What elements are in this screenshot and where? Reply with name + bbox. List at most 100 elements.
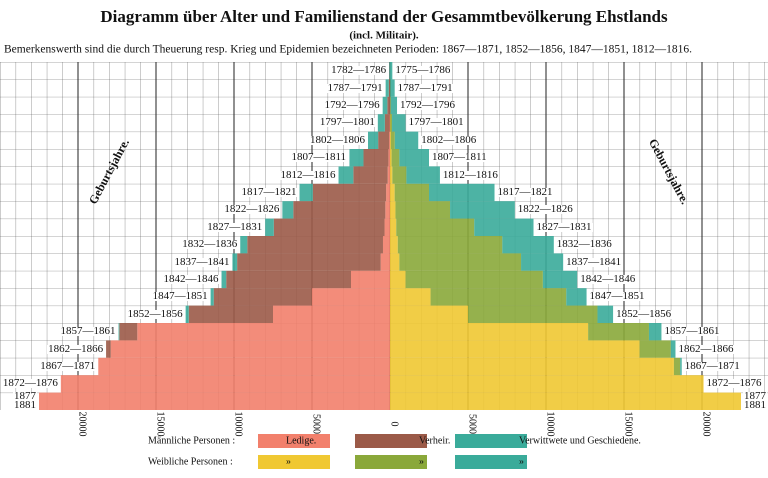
- bar-segment: [399, 149, 429, 167]
- bar-segment: [237, 253, 381, 271]
- bar-segment: [468, 305, 598, 323]
- row-label: 1787—1791: [396, 81, 454, 94]
- bar-segment: [221, 270, 227, 289]
- bar-segment: [213, 288, 312, 306]
- bar-segment: [389, 131, 390, 149]
- bar-segment: [299, 183, 313, 202]
- bar-segment: [399, 253, 522, 271]
- bar-segment: [390, 166, 393, 184]
- legend-label: Ledige.: [286, 435, 316, 446]
- bar-segment: [39, 392, 390, 410]
- bar-segment: [474, 218, 534, 236]
- bar-segment: [390, 357, 674, 376]
- bar-segment: [368, 131, 379, 149]
- legend-label: »: [519, 456, 524, 467]
- bar-segment: [265, 218, 274, 236]
- bar-segment: [210, 288, 214, 306]
- row-label: 1842—1846: [162, 273, 220, 285]
- bar-segment: [363, 149, 389, 167]
- bar-segment: [353, 166, 388, 184]
- bar-segment: [396, 218, 475, 236]
- x-tick-label: 20000: [77, 412, 88, 437]
- bar-segment: [390, 183, 395, 202]
- row-label: 1775—1786: [394, 64, 452, 77]
- bar-segment: [188, 305, 273, 323]
- row-label: 1792—1796: [399, 99, 457, 111]
- legend-swatch: [455, 455, 527, 469]
- bar-segment: [110, 340, 390, 358]
- x-tick-label: 0: [389, 422, 400, 427]
- bar-segment: [380, 253, 390, 271]
- chart-title: Diagramm über Alter und Familienstand de…: [100, 7, 668, 26]
- bar-segment: [282, 201, 294, 219]
- bar-segment: [390, 253, 400, 271]
- bar-segment: [293, 201, 386, 219]
- bar-segment: [385, 201, 390, 219]
- bar-segment: [390, 131, 395, 149]
- row-label: 1802—1806: [420, 133, 478, 146]
- bar-segment: [390, 62, 393, 80]
- legend-label: »: [419, 456, 424, 467]
- legend-swatch: [355, 434, 427, 448]
- bar-segment: [392, 114, 406, 132]
- legend-label: Verheir.: [419, 435, 450, 446]
- bar-segment: [232, 253, 238, 271]
- row-label: 1872—1876: [705, 377, 763, 390]
- bar-segment: [391, 149, 400, 167]
- bar-segment: [384, 114, 390, 132]
- legend-label: »: [286, 456, 291, 467]
- bar-segment: [351, 270, 390, 289]
- bar-segment: [390, 305, 468, 323]
- bar-segment: [597, 305, 614, 323]
- row-label: 1812—1816: [279, 168, 337, 181]
- bar-segment: [394, 131, 419, 149]
- bar-segment: [106, 340, 111, 358]
- bar-segment: [312, 183, 387, 202]
- bar-segment: [378, 131, 390, 149]
- bar-segment: [390, 149, 392, 167]
- bar-segment: [390, 236, 398, 254]
- row-label: 1817—1821: [240, 186, 298, 198]
- bar-segment: [119, 323, 138, 341]
- row-label: 1847—1851: [588, 290, 646, 303]
- x-tick-label: 20000: [701, 412, 712, 437]
- row-label: 1807—1811: [431, 151, 488, 164]
- legend-swatch: [355, 455, 427, 469]
- row-label: 1842—1846: [579, 273, 637, 285]
- row-label: 1857—1861: [663, 325, 721, 338]
- row-label: 1802—1806: [309, 133, 366, 146]
- row-label: 1837—1841: [173, 255, 231, 268]
- bar-segment: [390, 96, 391, 115]
- row-label: 1837—1841: [565, 255, 623, 268]
- bar-segment: [648, 323, 662, 341]
- bar-segment: [377, 114, 385, 132]
- bar-segment: [98, 357, 390, 376]
- bar-segment: [385, 79, 389, 97]
- bar-segment: [389, 62, 390, 80]
- legend-swatch: [258, 434, 330, 448]
- row-label: 1877 1881: [13, 390, 37, 412]
- row-label: 1877 1881: [743, 390, 767, 412]
- bar-segment: [397, 236, 503, 254]
- bar-segment: [185, 305, 189, 323]
- bar-segment: [406, 166, 440, 184]
- row-label: 1862—1866: [677, 342, 735, 355]
- bar-segment: [390, 96, 398, 115]
- bar-segment: [673, 357, 681, 376]
- row-label: 1872—1876: [1, 377, 59, 390]
- bar-segment: [118, 323, 120, 341]
- bar-segment: [392, 166, 407, 184]
- row-label: 1847—1851: [151, 290, 209, 303]
- legend-group-label: Weibliche Personen :: [148, 456, 233, 467]
- row-label: 1832—1836: [555, 238, 613, 251]
- row-label: 1787—1791: [326, 81, 384, 94]
- bar-segment: [542, 270, 578, 289]
- bar-segment: [390, 392, 741, 410]
- bar-segment: [390, 270, 406, 289]
- bar-segment: [349, 149, 364, 167]
- row-label: 1822—1826: [516, 203, 574, 216]
- row-label: 1807—1811: [290, 151, 348, 164]
- bar-segment: [680, 357, 682, 376]
- legend-swatch: [455, 434, 527, 448]
